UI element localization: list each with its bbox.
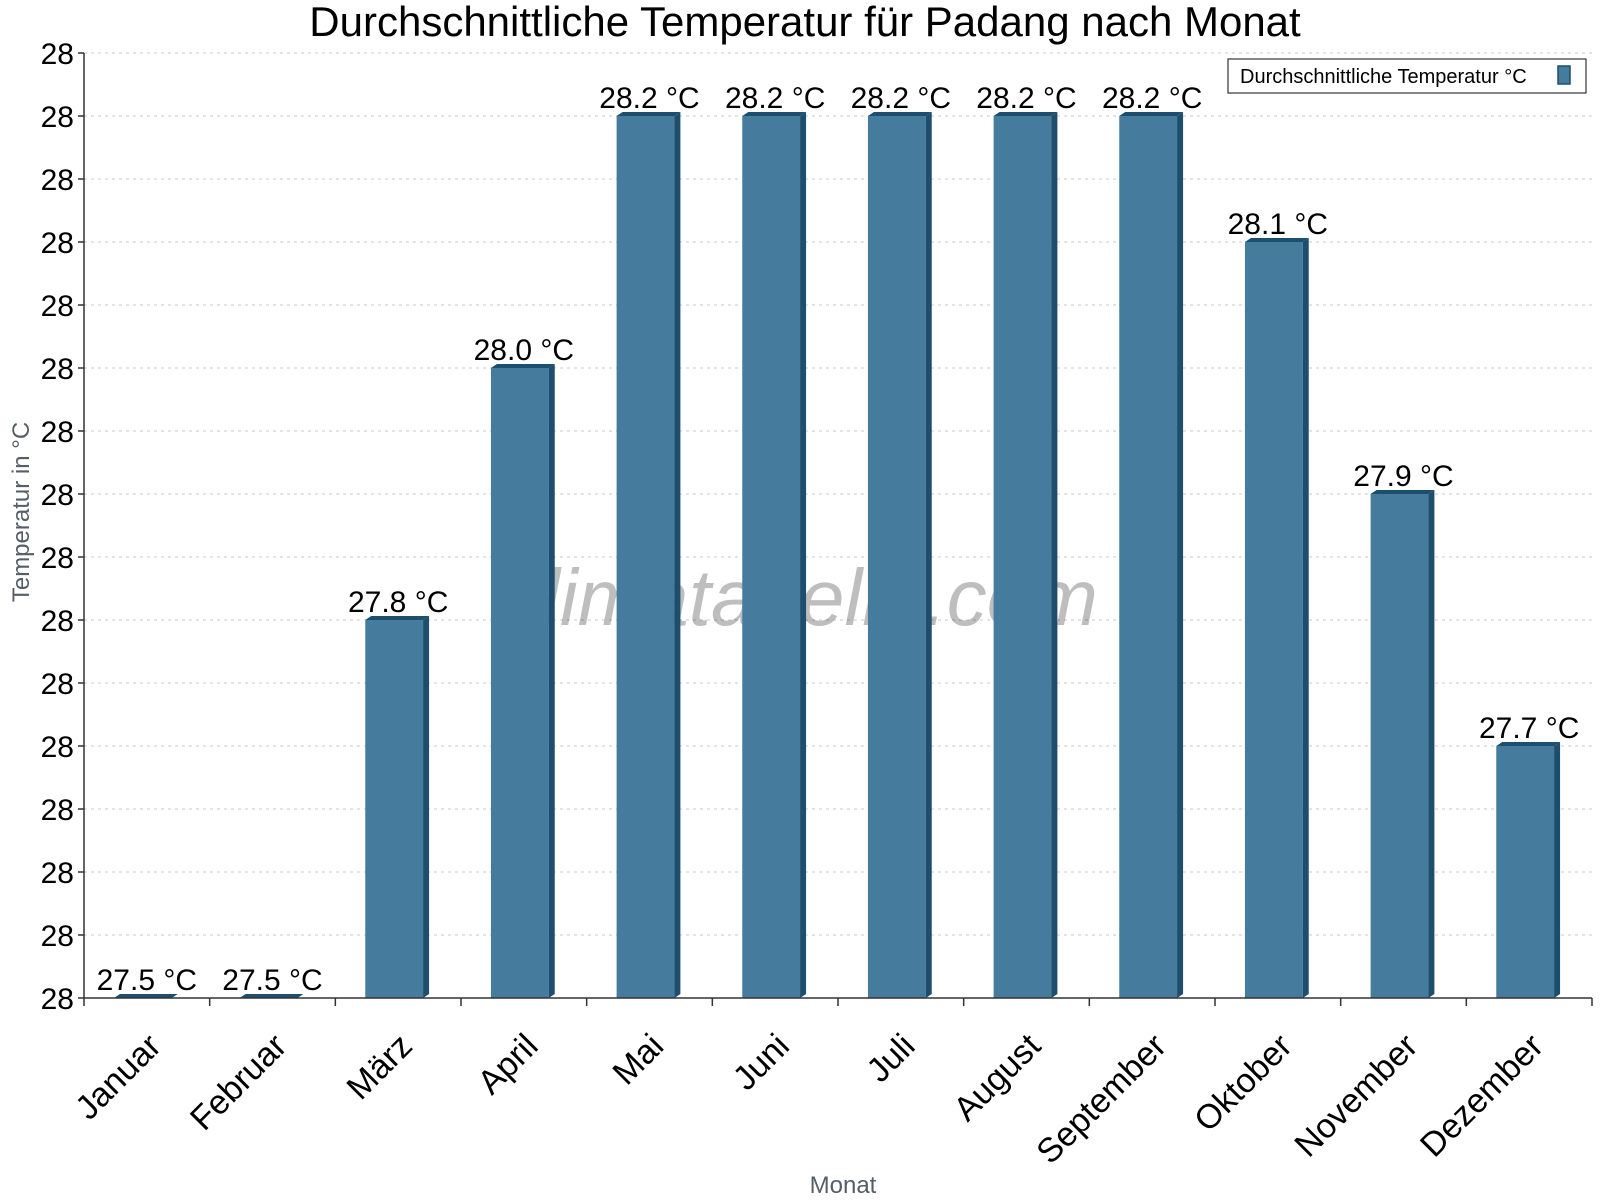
bar-side (1554, 742, 1561, 998)
y-tick-label: 28 (41, 416, 74, 449)
data-label: 28.2 °C (725, 82, 825, 115)
x-tick-label: Februar (183, 1027, 294, 1138)
bar (1496, 742, 1561, 998)
bar-front (616, 116, 675, 998)
chart-title: Durchschnittliche Temperatur für Padang … (309, 0, 1301, 45)
x-axis-label: Monat (810, 1172, 877, 1199)
y-tick-label: 28 (41, 353, 74, 386)
y-tick-label: 28 (41, 479, 74, 512)
bar-front (867, 116, 926, 998)
bar (365, 616, 430, 998)
bar-top (365, 616, 430, 620)
bar-side (800, 112, 807, 998)
data-label: 27.5 °C (222, 964, 322, 997)
y-tick-label: 28 (41, 794, 74, 827)
data-label: 28.1 °C (1228, 208, 1328, 241)
legend: Durchschnittliche Temperatur °C (1227, 58, 1587, 94)
bar-front (1244, 242, 1303, 998)
bar (742, 112, 807, 998)
bar-top (1244, 238, 1309, 242)
y-tick-label: 28 (41, 857, 74, 890)
bar-top (1370, 490, 1435, 494)
grid-lines (84, 52, 1592, 936)
data-label: 28.2 °C (976, 82, 1076, 115)
bar-side (1051, 112, 1058, 998)
bar-top (1119, 112, 1184, 116)
x-tick-label: Dezember (1413, 1027, 1551, 1165)
bar (1370, 490, 1435, 998)
y-tick-labels: 28 28 28 28 28 28 28 28 28 28 28 28 28 28 28 28 (41, 38, 74, 1016)
x-tick-label: Juni (726, 1027, 797, 1098)
x-tick-label: Oktober (1187, 1027, 1299, 1139)
bars (113, 112, 1561, 998)
bar-side (548, 364, 555, 998)
bar-front (1370, 494, 1429, 998)
bar-top (867, 112, 932, 116)
data-label: 27.9 °C (1353, 460, 1453, 493)
x-tick-label: November (1287, 1027, 1425, 1165)
bar (239, 994, 304, 998)
x-tick-label: August (946, 1026, 1048, 1128)
y-tick-label: 28 (41, 38, 74, 71)
bar-front (1496, 746, 1555, 998)
bar-side (1177, 112, 1184, 998)
data-label: 27.5 °C (97, 964, 197, 997)
bar-side (925, 112, 932, 998)
y-tick-label: 28 (41, 731, 74, 764)
x-tick-labels: Januar Februar März April Mai Juni Juli AugustS… (68, 1026, 1551, 1171)
data-label: 27.8 °C (348, 586, 448, 619)
bar-front (490, 368, 549, 998)
y-tick-label: 28 (41, 101, 74, 134)
data-label: 28.2 °C (851, 82, 951, 115)
bar (113, 994, 178, 998)
y-axis-label: Temperatur in °C (8, 422, 35, 602)
bar-front (365, 620, 424, 998)
data-label: 28.0 °C (474, 334, 574, 367)
x-tick-label: März (340, 1027, 420, 1107)
bar-front (993, 116, 1052, 998)
data-label: 27.7 °C (1479, 712, 1579, 745)
x-tick-label: Januar (68, 1027, 168, 1127)
bar-top (742, 112, 807, 116)
legend-box (1227, 58, 1587, 94)
bar-top (1496, 742, 1561, 746)
bar-side (1428, 490, 1435, 998)
y-tick-label: 28 (41, 227, 74, 260)
bar (993, 112, 1058, 998)
x-tick-label: Juli (860, 1027, 923, 1090)
data-labels: 27.5 °C 27.5 °C 27.8 °C 28.0 °C 28.2 °C 28.2 … (97, 82, 1580, 997)
x-tick-label: September (1029, 1027, 1173, 1171)
bar (490, 364, 555, 998)
bar-top (993, 112, 1058, 116)
axes (78, 52, 1593, 1006)
bar-top (113, 994, 178, 998)
y-tick-label: 28 (41, 668, 74, 701)
legend-label: Durchschnittliche Temperatur °C (1240, 66, 1527, 88)
y-tick-label: 28 (41, 290, 74, 323)
data-label: 28.2 °C (1102, 82, 1202, 115)
bar (867, 112, 932, 998)
bar-front (1119, 116, 1178, 998)
y-tick-label: 28 (41, 983, 74, 1016)
bar-front (742, 116, 801, 998)
bar-top (490, 364, 555, 368)
bar (1119, 112, 1184, 998)
data-label: 28.2 °C (599, 82, 699, 115)
bar-side (423, 616, 430, 998)
y-tick-label: 28 (41, 605, 74, 638)
y-tick-label: 28 (41, 542, 74, 575)
y-tick-label: 28 (41, 164, 74, 197)
x-tick-label: Mai (606, 1027, 672, 1093)
legend-swatch (1557, 65, 1571, 85)
bar (1244, 238, 1309, 998)
x-tick-label: April (471, 1027, 546, 1102)
bar-top (616, 112, 681, 116)
bar-side (674, 112, 681, 998)
bar-top (239, 994, 304, 998)
bar (616, 112, 681, 998)
y-tick-label: 28 (41, 920, 74, 953)
bar-side (1302, 238, 1309, 998)
